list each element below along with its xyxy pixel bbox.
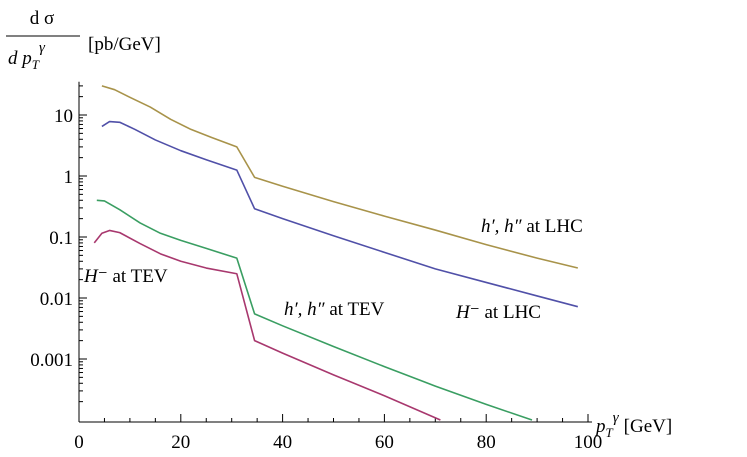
y-tick-label: 0.01 bbox=[40, 289, 73, 310]
x-tick-label: 100 bbox=[574, 432, 603, 453]
series-layer bbox=[93, 85, 579, 421]
series-line-2 bbox=[96, 199, 533, 421]
annotation-h-tev-rest: at TEV bbox=[325, 299, 385, 320]
annotation-h-lhc-rest: at LHC bbox=[522, 216, 583, 237]
y-axis-denominator-sub: T bbox=[32, 57, 40, 72]
annotation-h-lhc: h′, h″ at LHC bbox=[481, 216, 583, 237]
axes: 10 1 0.1 0.01 0.001 0 20 40 60 80 100 bbox=[30, 81, 603, 453]
annotation-hminus-tev-base: H⁻ bbox=[83, 266, 108, 287]
y-axis-denominator-sup: γ bbox=[39, 40, 46, 56]
y-axis-numerator: d σ bbox=[30, 8, 55, 29]
x-tick-label: 20 bbox=[171, 432, 190, 453]
x-axis-title-sup: γ bbox=[613, 410, 620, 426]
x-tick-label: 0 bbox=[74, 432, 84, 453]
series-line-1 bbox=[101, 120, 579, 308]
x-tick-label: 40 bbox=[273, 432, 292, 453]
y-tick-label: 0.001 bbox=[30, 350, 73, 371]
series-line-3 bbox=[93, 229, 441, 421]
annotation-h-lhc-base: h′, h″ bbox=[481, 216, 523, 237]
annotation-hminus-lhc-base: H⁻ bbox=[455, 302, 480, 323]
x-tick-label: 80 bbox=[477, 432, 496, 453]
annotation-hminus-lhc-rest: at LHC bbox=[480, 302, 541, 323]
y-tick-label: 10 bbox=[54, 106, 73, 127]
annotation-h-tev: h′, h″ at TEV bbox=[284, 299, 385, 320]
annotation-hminus-tev-rest: at TEV bbox=[108, 266, 168, 287]
y-axis-unit: [pb/GeV] bbox=[88, 34, 161, 55]
y-tick-label: 1 bbox=[64, 167, 74, 188]
y-tick-label: 0.1 bbox=[49, 228, 73, 249]
annotation-hminus-tev: H⁻ at TEV bbox=[83, 266, 168, 287]
y-axis-denominator-base: d p bbox=[8, 48, 32, 69]
annotation-hminus-lhc: H⁻ at LHC bbox=[455, 302, 541, 323]
y-axis-title: d σ d pTγ [pb/GeV] bbox=[6, 8, 161, 72]
x-axis-title-base: p bbox=[594, 416, 606, 437]
x-axis-title-sub: T bbox=[606, 425, 614, 440]
annotation-h-tev-base: h′, h″ bbox=[284, 299, 326, 320]
y-axis-denominator: d pTγ bbox=[8, 40, 46, 72]
series-line-0 bbox=[101, 85, 579, 269]
x-axis-title: pTγ [GeV] bbox=[594, 410, 672, 440]
x-tick-label: 60 bbox=[375, 432, 394, 453]
x-axis-title-unit: [GeV] bbox=[624, 416, 673, 437]
